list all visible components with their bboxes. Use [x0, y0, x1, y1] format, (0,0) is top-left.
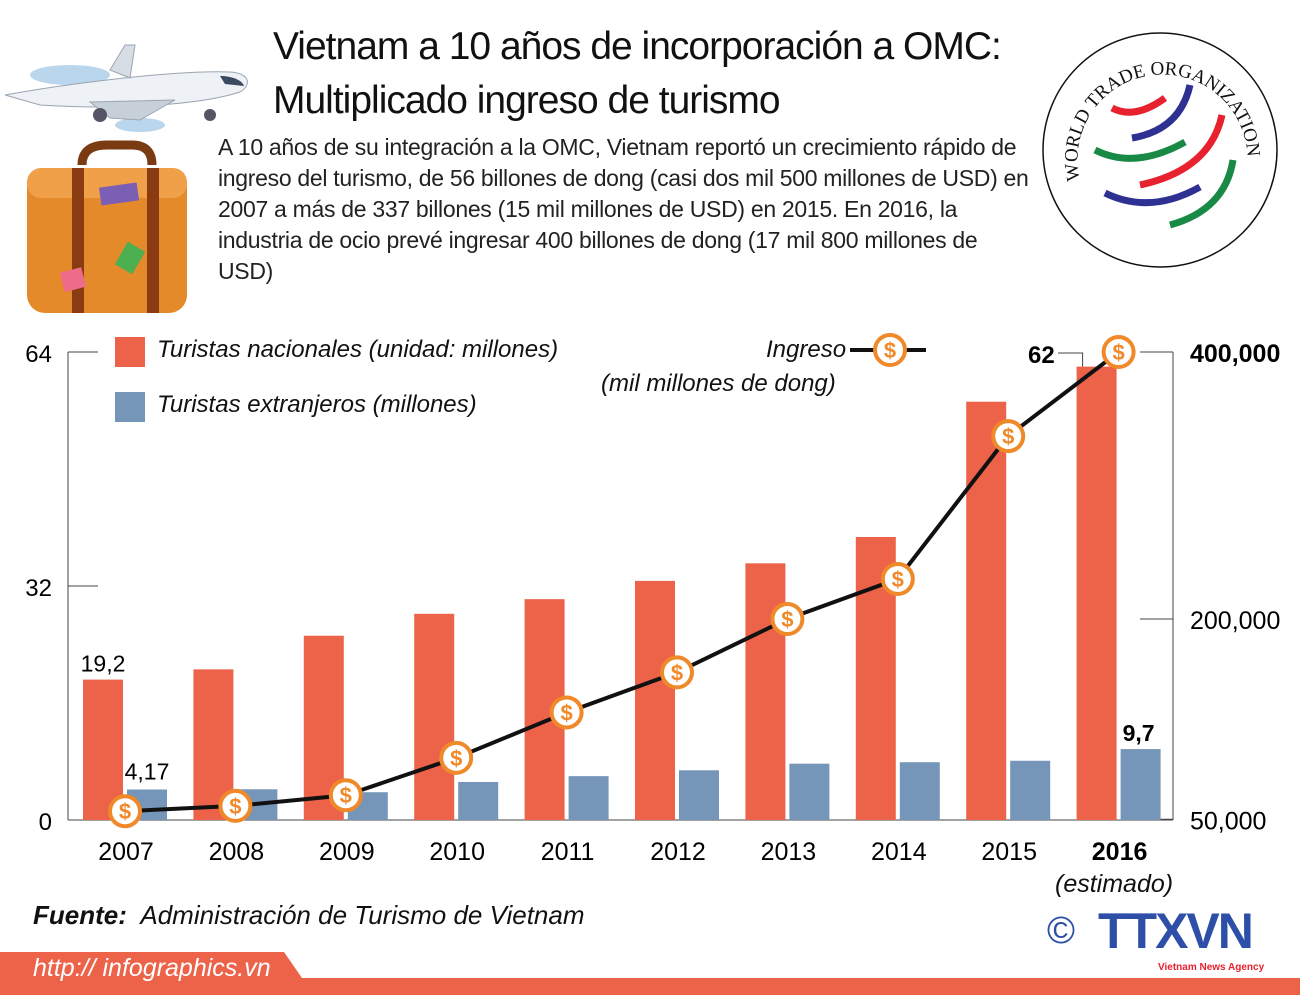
dollar-icon: $ — [450, 746, 462, 771]
intro-paragraph: A 10 años de su integración a la OMC, Vi… — [218, 134, 1029, 284]
agency-logo-subtitle: Vietnam News Agency — [1158, 962, 1265, 973]
dollar-icon: $ — [1112, 340, 1124, 365]
legend-swatch-domestic — [115, 337, 145, 367]
wto-logo: WORLD TRADE ORGANIZATION — [1042, 32, 1278, 268]
data-label-domestic-2016: 62 — [1028, 342, 1055, 369]
dollar-icon: $ — [884, 338, 896, 363]
income-point-2012 — [660, 655, 694, 690]
dollar-icon: $ — [1002, 424, 1014, 449]
copyright-symbol: © — [1047, 910, 1075, 952]
income-point-2011 — [549, 695, 584, 730]
legend-label-income-unit: (mil millones de dong) — [601, 370, 836, 397]
x-tick-label: 2008 — [209, 838, 265, 866]
bar-foreign-2015 — [1010, 760, 1051, 820]
page-title: Vietnam a 10 años de incorporación a OMC… — [273, 20, 1002, 128]
income-point-2008 — [218, 788, 253, 823]
income-point-2016 — [1101, 335, 1136, 369]
right-axis-tick-label: 200,000 — [1190, 607, 1280, 635]
income-point-2009 — [328, 778, 363, 813]
footer-band — [0, 952, 1300, 995]
title-line-2: Multiplicado ingreso de turismo — [273, 79, 781, 122]
bar-foreign-2011 — [568, 776, 609, 820]
data-label-domestic-2007: 19,2 — [81, 651, 126, 677]
bar-foreign-2014 — [899, 762, 940, 820]
dollar-icon: $ — [340, 783, 352, 808]
right-axis-tick-label: 50,000 — [1190, 807, 1266, 835]
agency-logo: TTXVN — [1098, 903, 1254, 959]
x-tick-label: 2012 — [650, 838, 706, 866]
x-tick-label: 2016 — [1092, 838, 1148, 866]
right-axis-tick-label: 400,000 — [1190, 340, 1280, 368]
dollar-icon: $ — [229, 794, 241, 819]
x-tick-label: 2009 — [319, 838, 375, 866]
bar-domestic-2010 — [414, 613, 455, 820]
income-line — [124, 350, 1120, 814]
bar-domestic-2016 — [1076, 366, 1117, 820]
bar-domestic-2012 — [635, 580, 675, 820]
dollar-icon: $ — [781, 607, 793, 632]
income-point-2014 — [880, 561, 915, 596]
x-tick-label: 2007 — [98, 838, 154, 866]
income-point-2015 — [991, 419, 1026, 454]
legend-label-foreign: Turistas extranjeros (millones) — [157, 391, 477, 418]
x-tick-label: 2010 — [429, 838, 485, 866]
source-line: Fuente: Administración de Turismo de Vie… — [33, 900, 585, 931]
legend-income-marker: $ — [850, 333, 926, 367]
bar-foreign-2016 — [1120, 749, 1161, 820]
dollar-icon: $ — [671, 660, 683, 685]
legend-label-income: Ingreso — [766, 336, 847, 363]
bar-foreign-2012 — [679, 770, 719, 820]
bar-foreign-2010 — [458, 781, 499, 820]
legend-swatch-foreign — [115, 392, 145, 422]
data-label-foreign-2007: 4,17 — [125, 759, 170, 785]
x-tick-label: 2013 — [761, 838, 817, 866]
legend-label-domestic: Turistas nacionales (unidad: millones) — [157, 336, 559, 363]
source-label: Fuente: — [33, 900, 127, 930]
income-point-2010 — [439, 740, 474, 775]
airplane-illustration — [4, 44, 248, 132]
x-tick-label: 2015 — [981, 838, 1037, 866]
bar-domestic-2013 — [745, 563, 786, 820]
income-point-2007 — [108, 794, 142, 829]
left-axis-tick-label: 64 — [25, 341, 52, 368]
bar-foreign-2013 — [789, 763, 830, 820]
bar-domestic-2007 — [83, 679, 123, 820]
suitcase-illustration — [27, 140, 187, 313]
income-point-2013 — [770, 602, 805, 636]
x-tick-label: 2014 — [871, 838, 927, 866]
bar-domestic-2015 — [966, 401, 1007, 820]
source-text: Administración de Turismo de Vietnam — [140, 900, 585, 930]
dollar-icon: $ — [560, 700, 572, 725]
data-label-foreign-2016: 9,7 — [1123, 720, 1155, 746]
left-axis-tick-label: 0 — [39, 809, 52, 836]
x-tick-label: 2011 — [541, 838, 595, 866]
website-link[interactable]: http:// infographics.vn — [33, 954, 271, 982]
dollar-icon: $ — [119, 799, 131, 824]
left-axis-tick-label: 32 — [25, 575, 52, 602]
chart: 0 32 64 50,000 200,000 400,000 2007 2008 2009 201… — [25, 335, 1280, 866]
data-label-leader-line — [1058, 352, 1084, 367]
dollar-icon: $ — [892, 567, 904, 592]
estimate-note: (estimado) — [1055, 870, 1174, 898]
title-line-1: Vietnam a 10 años de incorporación a OMC… — [273, 25, 1002, 68]
